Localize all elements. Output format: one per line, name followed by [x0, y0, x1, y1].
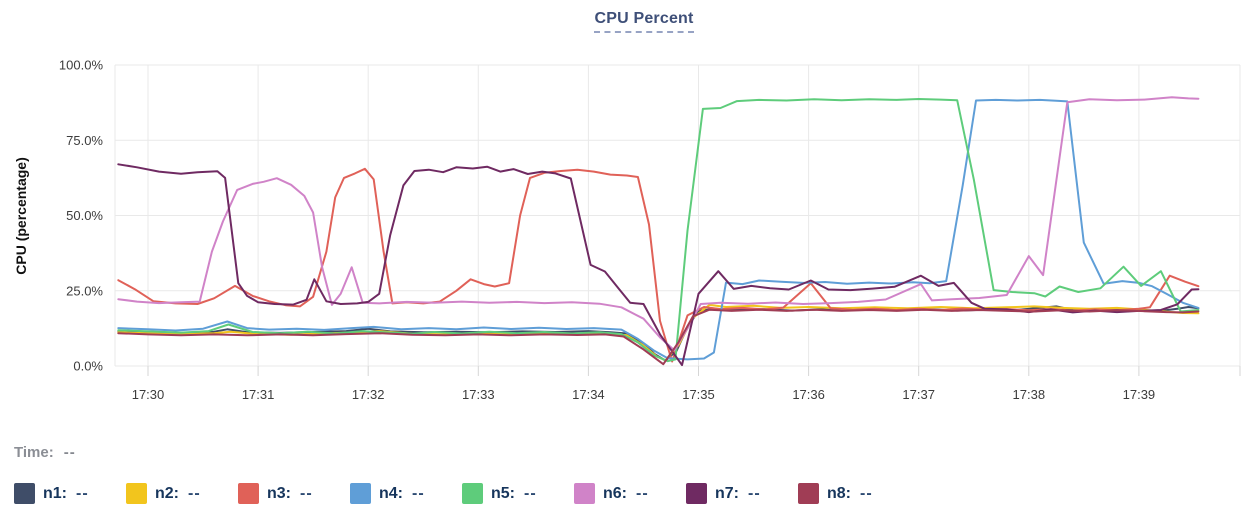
chart-legend: n1: -- n2: -- n3: -- n4: -- n5: -- n6: -- n7: -- n8: -- — [14, 483, 886, 504]
legend-item-n2[interactable]: n2: -- — [126, 483, 214, 504]
legend-item-n1[interactable]: n1: -- — [14, 483, 102, 504]
legend-swatch-n4 — [350, 483, 371, 504]
legend-value-n4: -- — [412, 484, 425, 502]
legend-swatch-n3 — [238, 483, 259, 504]
legend-label-n1: n1: — [43, 484, 67, 502]
series-line-n4[interactable] — [117, 98, 1200, 361]
series-line-n6[interactable] — [117, 96, 1200, 352]
legend-label-n5: n5: — [491, 484, 515, 502]
legend-swatch-n7 — [686, 483, 707, 504]
legend-value-n5: -- — [524, 484, 537, 502]
legend-value-n1: -- — [76, 484, 89, 502]
legend-value-n8: -- — [860, 484, 873, 502]
legend-label-n2: n2: — [155, 484, 179, 502]
series-line-n7[interactable] — [117, 163, 1200, 367]
legend-item-n3[interactable]: n3: -- — [238, 483, 326, 504]
x-tick-label: 17:35 — [682, 387, 715, 402]
legend-swatch-n5 — [462, 483, 483, 504]
legend-label-n6: n6: — [603, 484, 627, 502]
legend-swatch-n1 — [14, 483, 35, 504]
legend-item-n6[interactable]: n6: -- — [574, 483, 662, 504]
legend-value-n3: -- — [300, 484, 313, 502]
legend-value-n6: -- — [636, 484, 649, 502]
series-line-n8[interactable] — [117, 308, 1200, 366]
y-tick-label: 25.0% — [66, 283, 103, 298]
x-tick-label: 17:38 — [1013, 387, 1046, 402]
y-tick-label: 75.0% — [66, 133, 103, 148]
legend-label-n7: n7: — [715, 484, 739, 502]
x-tick-label: 17:31 — [242, 387, 275, 402]
hover-time-readout: Time: -- — [14, 444, 76, 461]
x-tick-label: 17:32 — [352, 387, 385, 402]
x-tick-label: 17:30 — [132, 387, 165, 402]
legend-swatch-n6 — [574, 483, 595, 504]
y-tick-label: 100.0% — [59, 58, 104, 73]
legend-label-n4: n4: — [379, 484, 403, 502]
y-tick-label: 50.0% — [66, 208, 103, 223]
chart-title[interactable]: CPU Percent — [594, 10, 694, 33]
legend-value-n2: -- — [188, 484, 201, 502]
legend-item-n7[interactable]: n7: -- — [686, 483, 774, 504]
x-tick-label: 17:34 — [572, 387, 605, 402]
legend-label-n3: n3: — [267, 484, 291, 502]
legend-swatch-n8 — [798, 483, 819, 504]
x-tick-label: 17:39 — [1123, 387, 1156, 402]
chart-plot-area[interactable]: 100.0% 75.0% 50.0% 25.0% 0.0% 17:30 17:31 17:32… — [0, 0, 1254, 420]
time-value: -- — [63, 444, 76, 461]
series-line-n5[interactable] — [117, 98, 1200, 363]
time-label: Time: — [14, 444, 54, 461]
chart-header: CPU Percent — [34, 10, 1254, 33]
legend-label-n8: n8: — [827, 484, 851, 502]
legend-item-n5[interactable]: n5: -- — [462, 483, 550, 504]
x-tick-label: 17:37 — [902, 387, 935, 402]
legend-item-n8[interactable]: n8: -- — [798, 483, 886, 504]
y-axis-title: CPU (percentage) — [13, 157, 29, 275]
x-tick-label: 17:33 — [462, 387, 495, 402]
legend-value-n7: -- — [748, 484, 761, 502]
x-tick-label: 17:36 — [792, 387, 825, 402]
y-tick-label: 0.0% — [73, 359, 103, 374]
legend-item-n4[interactable]: n4: -- — [350, 483, 438, 504]
legend-swatch-n2 — [126, 483, 147, 504]
